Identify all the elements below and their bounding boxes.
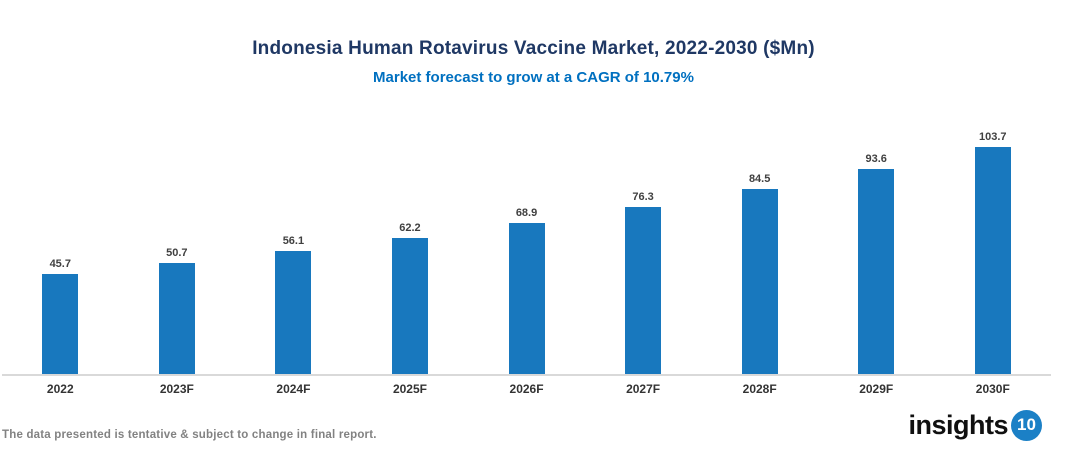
bar-value-label: 93.6	[865, 153, 887, 165]
bar	[741, 189, 778, 374]
insights10-logo: insights 10	[908, 405, 1042, 445]
bar-column: 68.9	[468, 207, 585, 374]
bar-column: 56.1	[235, 235, 352, 374]
x-axis-tick-label: 2024F	[276, 382, 311, 396]
bar-value-label: 76.3	[632, 191, 654, 203]
bar-value-label: 84.5	[748, 173, 771, 185]
bar-value-label: 50.7	[166, 247, 188, 259]
plot-area: 45.7 50.7 56.1 62.2 68.9 76.3 84.5 93.6 …	[2, 105, 1051, 376]
bar	[391, 238, 428, 374]
bar-column: 62.2	[352, 222, 469, 374]
bar-column: 93.6	[818, 153, 935, 374]
logo-badge-circle: 10	[1011, 409, 1042, 441]
bar-column: 103.7	[935, 131, 1052, 374]
bar	[275, 251, 312, 374]
bar	[974, 147, 1011, 374]
bar-value-label: 62.2	[399, 222, 421, 234]
bar	[625, 207, 662, 374]
logo-wordmark: insights	[908, 409, 1008, 440]
bar-value-label: 56.1	[282, 235, 305, 247]
bar-column: 76.3	[585, 191, 702, 374]
x-axis-tick-label: 2029F	[859, 382, 894, 396]
bar	[858, 169, 895, 374]
bar-value-label: 103.7	[979, 131, 1007, 143]
bar-column: 45.7	[2, 258, 119, 374]
chart-title: Indonesia Human Rotavirus Vaccine Market…	[252, 38, 815, 59]
bar-value-label: 68.9	[515, 207, 538, 219]
bar	[508, 223, 545, 374]
bar	[158, 263, 195, 374]
x-axis-tick-label: 2022	[46, 382, 74, 396]
bar-value-label: 45.7	[49, 258, 71, 270]
bar-column: 84.5	[701, 173, 818, 374]
chart-subtitle: Market forecast to grow at a CAGR of 10.…	[373, 69, 694, 86]
disclaimer-text: The data presented is tentative & subjec…	[2, 429, 377, 441]
bar	[42, 274, 79, 374]
x-axis-tick-label: 2027F	[626, 382, 661, 396]
x-axis-tick-label: 2025F	[392, 382, 427, 396]
x-axis-tick-label: 2028F	[742, 382, 777, 396]
x-axis-labels: 2022 2023F 2024F 2025F 2026F 2027F 2028F 2029F 2…	[2, 382, 1051, 396]
x-axis-tick-label: 2030F	[975, 382, 1010, 396]
x-axis-tick-label: 2026F	[509, 382, 544, 396]
bar-column: 50.7	[119, 247, 236, 374]
x-axis-tick-label: 2023F	[159, 382, 194, 396]
